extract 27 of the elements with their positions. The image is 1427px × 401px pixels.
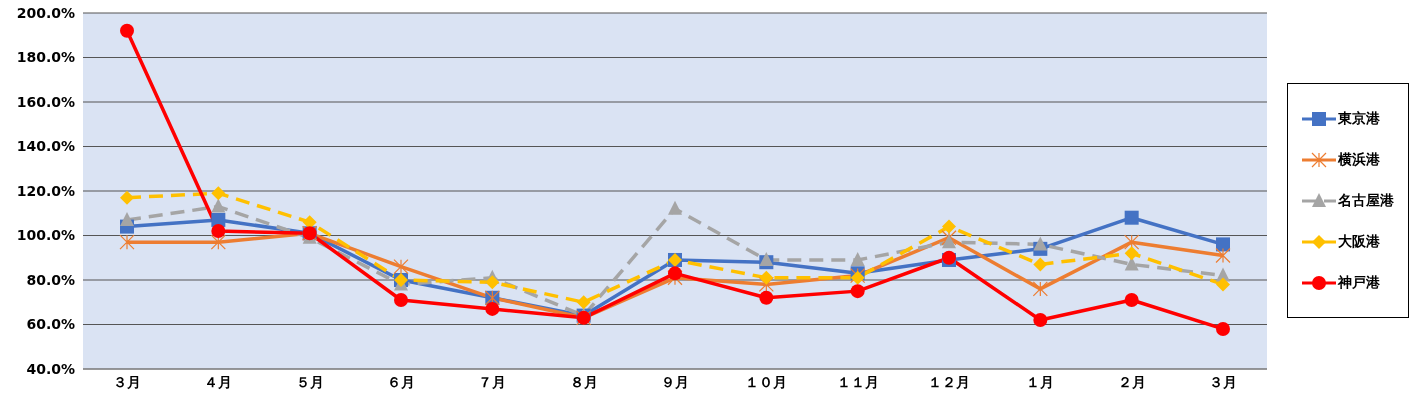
y-tick-label: 180.0% — [16, 49, 75, 66]
legend-label: 大阪港 — [1338, 232, 1380, 251]
legend-label: 神戸港 — [1338, 273, 1380, 292]
x-tick-label: ７月 — [478, 373, 507, 390]
x-tick-label: ４月 — [204, 373, 233, 390]
x-tick-label: ９月 — [661, 373, 689, 390]
x-tick-label: ８月 — [569, 373, 598, 390]
x-tick-label: ３月 — [1209, 373, 1237, 390]
legend-label: 横浜港 — [1338, 150, 1380, 169]
y-tick-label: 120.0% — [16, 182, 75, 199]
x-tick-label: １月 — [1026, 373, 1055, 390]
legend-label: 東京港 — [1338, 109, 1380, 128]
y-tick-label: 80.0% — [26, 271, 75, 288]
y-tick-label: 40.0% — [26, 360, 75, 377]
x-tick-label: １２月 — [928, 373, 970, 390]
x-tick-label: １１月 — [836, 373, 879, 390]
y-tick-label: 60.0% — [26, 316, 75, 333]
x-tick-label: １０月 — [745, 373, 788, 390]
y-tick-label: 140.0% — [16, 138, 75, 155]
legend-label: 名古屋港 — [1338, 191, 1394, 210]
x-tick-label: ２月 — [1117, 373, 1146, 390]
y-tick-label: 200.0% — [16, 4, 75, 21]
y-tick-label: 100.0% — [16, 227, 75, 244]
x-tick-label: ３月 — [113, 373, 141, 390]
x-tick-label: ５月 — [295, 373, 324, 390]
x-tick-label: ６月 — [387, 373, 415, 390]
y-tick-label: 160.0% — [16, 93, 75, 110]
